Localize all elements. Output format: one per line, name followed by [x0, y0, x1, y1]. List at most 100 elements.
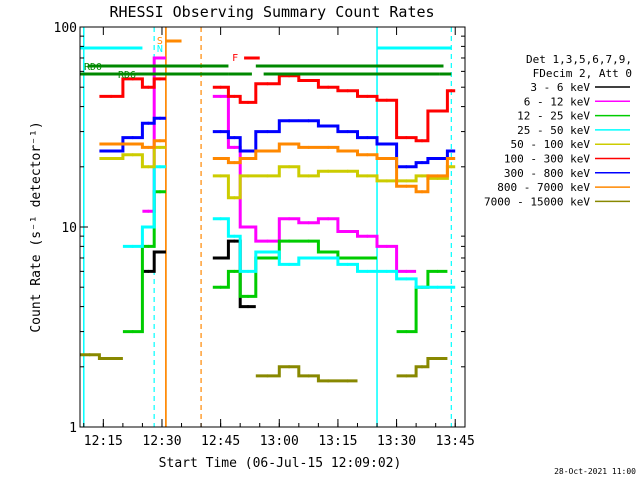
data-point	[246, 294, 250, 298]
data-point	[307, 174, 311, 178]
legend-entry-label: 7000 - 15000 keV	[484, 195, 590, 208]
data-point	[346, 169, 350, 173]
data-point	[219, 285, 223, 289]
legend-entry-label: 100 - 300 keV	[504, 153, 590, 166]
data-point	[385, 269, 389, 273]
data-point	[449, 149, 453, 153]
flare-flag-label: F	[232, 53, 238, 64]
data-point	[346, 130, 350, 134]
data-point	[420, 161, 424, 165]
x-tick-label: 13:00	[260, 434, 299, 449]
data-point	[287, 239, 291, 243]
data-point	[436, 109, 440, 113]
legend-entry-label: 50 - 100 keV	[511, 138, 591, 151]
data-point	[158, 77, 162, 81]
rd6-flag-label: RD6	[118, 70, 136, 81]
y-axis-label: Count Rate (s⁻¹ detector⁻¹)	[29, 121, 44, 332]
data-point	[385, 142, 389, 146]
data-point	[287, 217, 291, 221]
data-point	[109, 149, 113, 153]
data-point	[326, 169, 330, 173]
data-point	[404, 374, 408, 378]
data-point	[246, 157, 250, 160]
data-point	[246, 225, 250, 229]
data-point	[246, 100, 250, 104]
data-point	[146, 209, 150, 213]
data-point	[266, 130, 269, 134]
data-point	[287, 365, 291, 369]
data-point	[109, 94, 113, 98]
data-point	[146, 145, 150, 149]
data-point	[404, 165, 408, 169]
data-point	[436, 269, 440, 273]
data-point	[266, 149, 269, 153]
data-point	[232, 196, 236, 200]
data-point	[449, 165, 453, 169]
series-line-8	[99, 139, 166, 149]
data-point	[131, 142, 135, 146]
legend-entry-label: 12 - 25 keV	[517, 110, 590, 123]
data-point	[404, 269, 408, 273]
data-point	[346, 89, 350, 93]
data-point	[266, 374, 269, 378]
data-point	[219, 174, 223, 178]
data-point	[326, 379, 330, 383]
data-point	[436, 285, 440, 289]
data-point	[420, 139, 424, 143]
data-point	[219, 256, 223, 260]
data-point	[219, 85, 223, 89]
data-point	[146, 165, 150, 169]
data-point	[146, 269, 150, 273]
data-point	[131, 330, 135, 334]
data-point	[436, 157, 440, 160]
data-point	[326, 256, 330, 260]
data-point	[287, 262, 291, 266]
data-point	[365, 256, 369, 260]
data-point	[158, 116, 162, 120]
data-point	[287, 165, 291, 169]
data-point	[158, 165, 162, 169]
data-point	[219, 94, 223, 98]
data-point	[404, 277, 408, 281]
legend-entry-label: 25 - 50 keV	[517, 124, 590, 137]
data-point	[246, 149, 250, 153]
legend-header-line-2: FDecim 2, Att 0	[533, 67, 632, 80]
data-point	[219, 130, 223, 134]
data-point	[326, 217, 330, 221]
data-point	[232, 239, 236, 243]
data-point	[232, 145, 236, 149]
data-point	[158, 139, 162, 143]
x-tick-label: 12:45	[201, 434, 240, 449]
series-line-7	[212, 119, 456, 169]
data-point	[266, 250, 269, 254]
x-tick-label: 13:15	[318, 434, 357, 449]
legend-entry-label: 3 - 6 keV	[530, 81, 590, 94]
series-line-9	[255, 365, 358, 383]
data-point	[365, 136, 369, 140]
data-point	[246, 269, 250, 273]
legend-entry-label: 800 - 7000 keV	[497, 181, 590, 194]
legend-header-line-1: Det 1,3,5,6,7,9,	[526, 53, 632, 66]
data-point	[365, 269, 369, 273]
data-point	[307, 256, 311, 260]
series-line-6	[99, 77, 166, 98]
x-tick-label: 13:45	[436, 434, 475, 449]
data-point	[436, 174, 440, 178]
data-point	[385, 244, 389, 248]
x-tick-label: 13:30	[377, 434, 416, 449]
data-point	[158, 56, 162, 60]
data-point	[246, 305, 250, 309]
data-point	[266, 239, 269, 243]
saa-flag-label: S	[157, 36, 163, 47]
data-point	[365, 153, 369, 157]
data-point	[307, 374, 311, 378]
rd0-flag-label: RD0	[84, 62, 102, 73]
data-point	[266, 174, 269, 178]
legend-entry-label: 6 - 12 keV	[524, 95, 591, 108]
data-point	[326, 85, 330, 89]
data-point	[287, 142, 291, 146]
data-point	[346, 379, 350, 383]
legend-entry-label: 300 - 800 keV	[504, 167, 590, 180]
